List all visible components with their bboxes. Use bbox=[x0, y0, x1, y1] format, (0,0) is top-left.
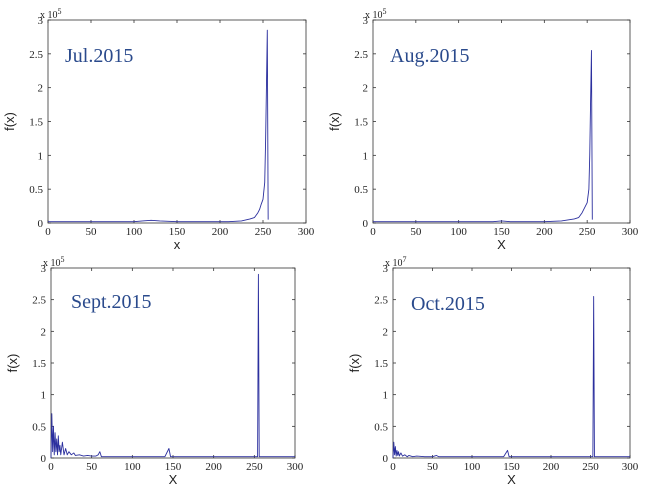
y-tick-label: 0 bbox=[38, 218, 44, 230]
y-tick-label: 0.5 bbox=[32, 421, 46, 433]
x-tick-label: 250 bbox=[255, 226, 272, 238]
series-line bbox=[373, 50, 593, 223]
x-tick-label: 250 bbox=[246, 461, 263, 473]
chart-title: Aug.2015 bbox=[390, 45, 469, 67]
y-tick-label: 3 bbox=[41, 263, 47, 275]
y-tick-label: 1.5 bbox=[354, 117, 368, 129]
y-exponent-label: x 107 bbox=[385, 255, 407, 269]
x-tick-label: 200 bbox=[205, 461, 222, 473]
chart-panel-2: 0 50 100 150 200 250 300 0 0.5 1 1.5 2 2.5 3x 105 Xf(x… bbox=[327, 7, 639, 252]
x-tick-label: 300 bbox=[622, 461, 639, 473]
y-tick-label: 3 bbox=[383, 263, 389, 275]
x-tick-label: 200 bbox=[543, 461, 560, 473]
chart-title: Oct.2015 bbox=[411, 293, 485, 315]
x-tick-label: 0 bbox=[45, 226, 51, 238]
y-tick-label: 1 bbox=[383, 390, 389, 402]
series-line bbox=[50, 273, 295, 459]
y-tick-label: 3 bbox=[363, 15, 369, 27]
x-tick-label: 50 bbox=[86, 461, 98, 473]
x-tick-label: 0 bbox=[370, 226, 376, 238]
y-tick-label: 1.5 bbox=[374, 358, 388, 370]
chart-title: Jul.2015 bbox=[65, 45, 133, 67]
x-tick-label: 200 bbox=[536, 226, 553, 238]
x-tick-label: 100 bbox=[464, 461, 481, 473]
series-line bbox=[392, 296, 630, 459]
x-tick-label: 0 bbox=[48, 461, 54, 473]
chart-title: Sept.2015 bbox=[71, 291, 152, 313]
x-tick-label: 200 bbox=[212, 226, 229, 238]
y-tick-label: 2.5 bbox=[32, 295, 46, 307]
x-tick-label: 150 bbox=[493, 226, 510, 238]
y-tick-label: 2 bbox=[38, 83, 44, 95]
y-tick-label: 0 bbox=[363, 218, 369, 230]
y-exponent-label: x 105 bbox=[365, 7, 387, 21]
y-tick-label: 2.5 bbox=[29, 49, 43, 61]
y-tick-label: 1.5 bbox=[29, 117, 43, 129]
y-axis-label: f(x) bbox=[327, 112, 342, 131]
x-axis-label: x bbox=[174, 237, 181, 252]
y-exponent-label: x 105 bbox=[40, 7, 62, 21]
y-tick-label: 0.5 bbox=[354, 184, 368, 196]
chart-panel-1: 0 50 100 150 200 250 300 0 0.5 1 1.5 2 2.5 3x 105 x f(x… bbox=[2, 7, 315, 252]
x-tick-label: 250 bbox=[582, 461, 599, 473]
y-axis-label: f(x) bbox=[5, 354, 20, 373]
y-tick-label: 0.5 bbox=[29, 184, 43, 196]
x-tick-label: 100 bbox=[124, 461, 141, 473]
x-tick-label: 100 bbox=[450, 226, 467, 238]
x-tick-label: 50 bbox=[86, 226, 98, 238]
y-tick-label: 1.5 bbox=[32, 358, 46, 370]
x-tick-label: 150 bbox=[165, 461, 182, 473]
y-tick-label: 1 bbox=[41, 390, 47, 402]
y-tick-label: 0.5 bbox=[374, 421, 388, 433]
y-tick-label: 2.5 bbox=[354, 49, 368, 61]
x-tick-label: 150 bbox=[503, 461, 520, 473]
y-axis-label: f(x) bbox=[2, 112, 17, 131]
chart-panel-3: 0 50 100 150 200 250 300 0 0.5 1 1.5 2 2.5 3x 105 Xf(x… bbox=[5, 255, 304, 487]
x-axis-label: X bbox=[507, 472, 516, 487]
x-tick-label: 0 bbox=[390, 461, 396, 473]
y-tick-label: 1 bbox=[38, 150, 44, 162]
y-tick-label: 0 bbox=[41, 453, 47, 465]
x-tick-label: 100 bbox=[126, 226, 143, 238]
x-tick-label: 150 bbox=[169, 226, 186, 238]
y-tick-label: 2 bbox=[383, 326, 389, 338]
x-tick-label: 50 bbox=[427, 461, 439, 473]
y-tick-label: 1 bbox=[363, 150, 369, 162]
x-tick-label: 50 bbox=[410, 226, 422, 238]
y-axis-label: f(x) bbox=[347, 354, 362, 373]
x-tick-label: 300 bbox=[287, 461, 304, 473]
y-tick-label: 2 bbox=[41, 326, 47, 338]
y-exponent-label: x 105 bbox=[43, 255, 65, 269]
series-line bbox=[48, 29, 269, 223]
y-tick-label: 2 bbox=[363, 83, 369, 95]
x-tick-label: 300 bbox=[622, 226, 639, 238]
x-axis-label: X bbox=[497, 237, 506, 252]
x-tick-label: 300 bbox=[298, 226, 315, 238]
y-tick-label: 0 bbox=[383, 453, 389, 465]
chart-panel-4: 0 50 100 150 200 250 300 0 0.5 1 1.5 2 2.5 3x 107 Xf(x… bbox=[347, 255, 639, 487]
x-axis-label: X bbox=[169, 472, 178, 487]
x-tick-label: 250 bbox=[579, 226, 596, 238]
y-tick-label: 3 bbox=[38, 15, 44, 27]
y-tick-label: 2.5 bbox=[374, 295, 388, 307]
